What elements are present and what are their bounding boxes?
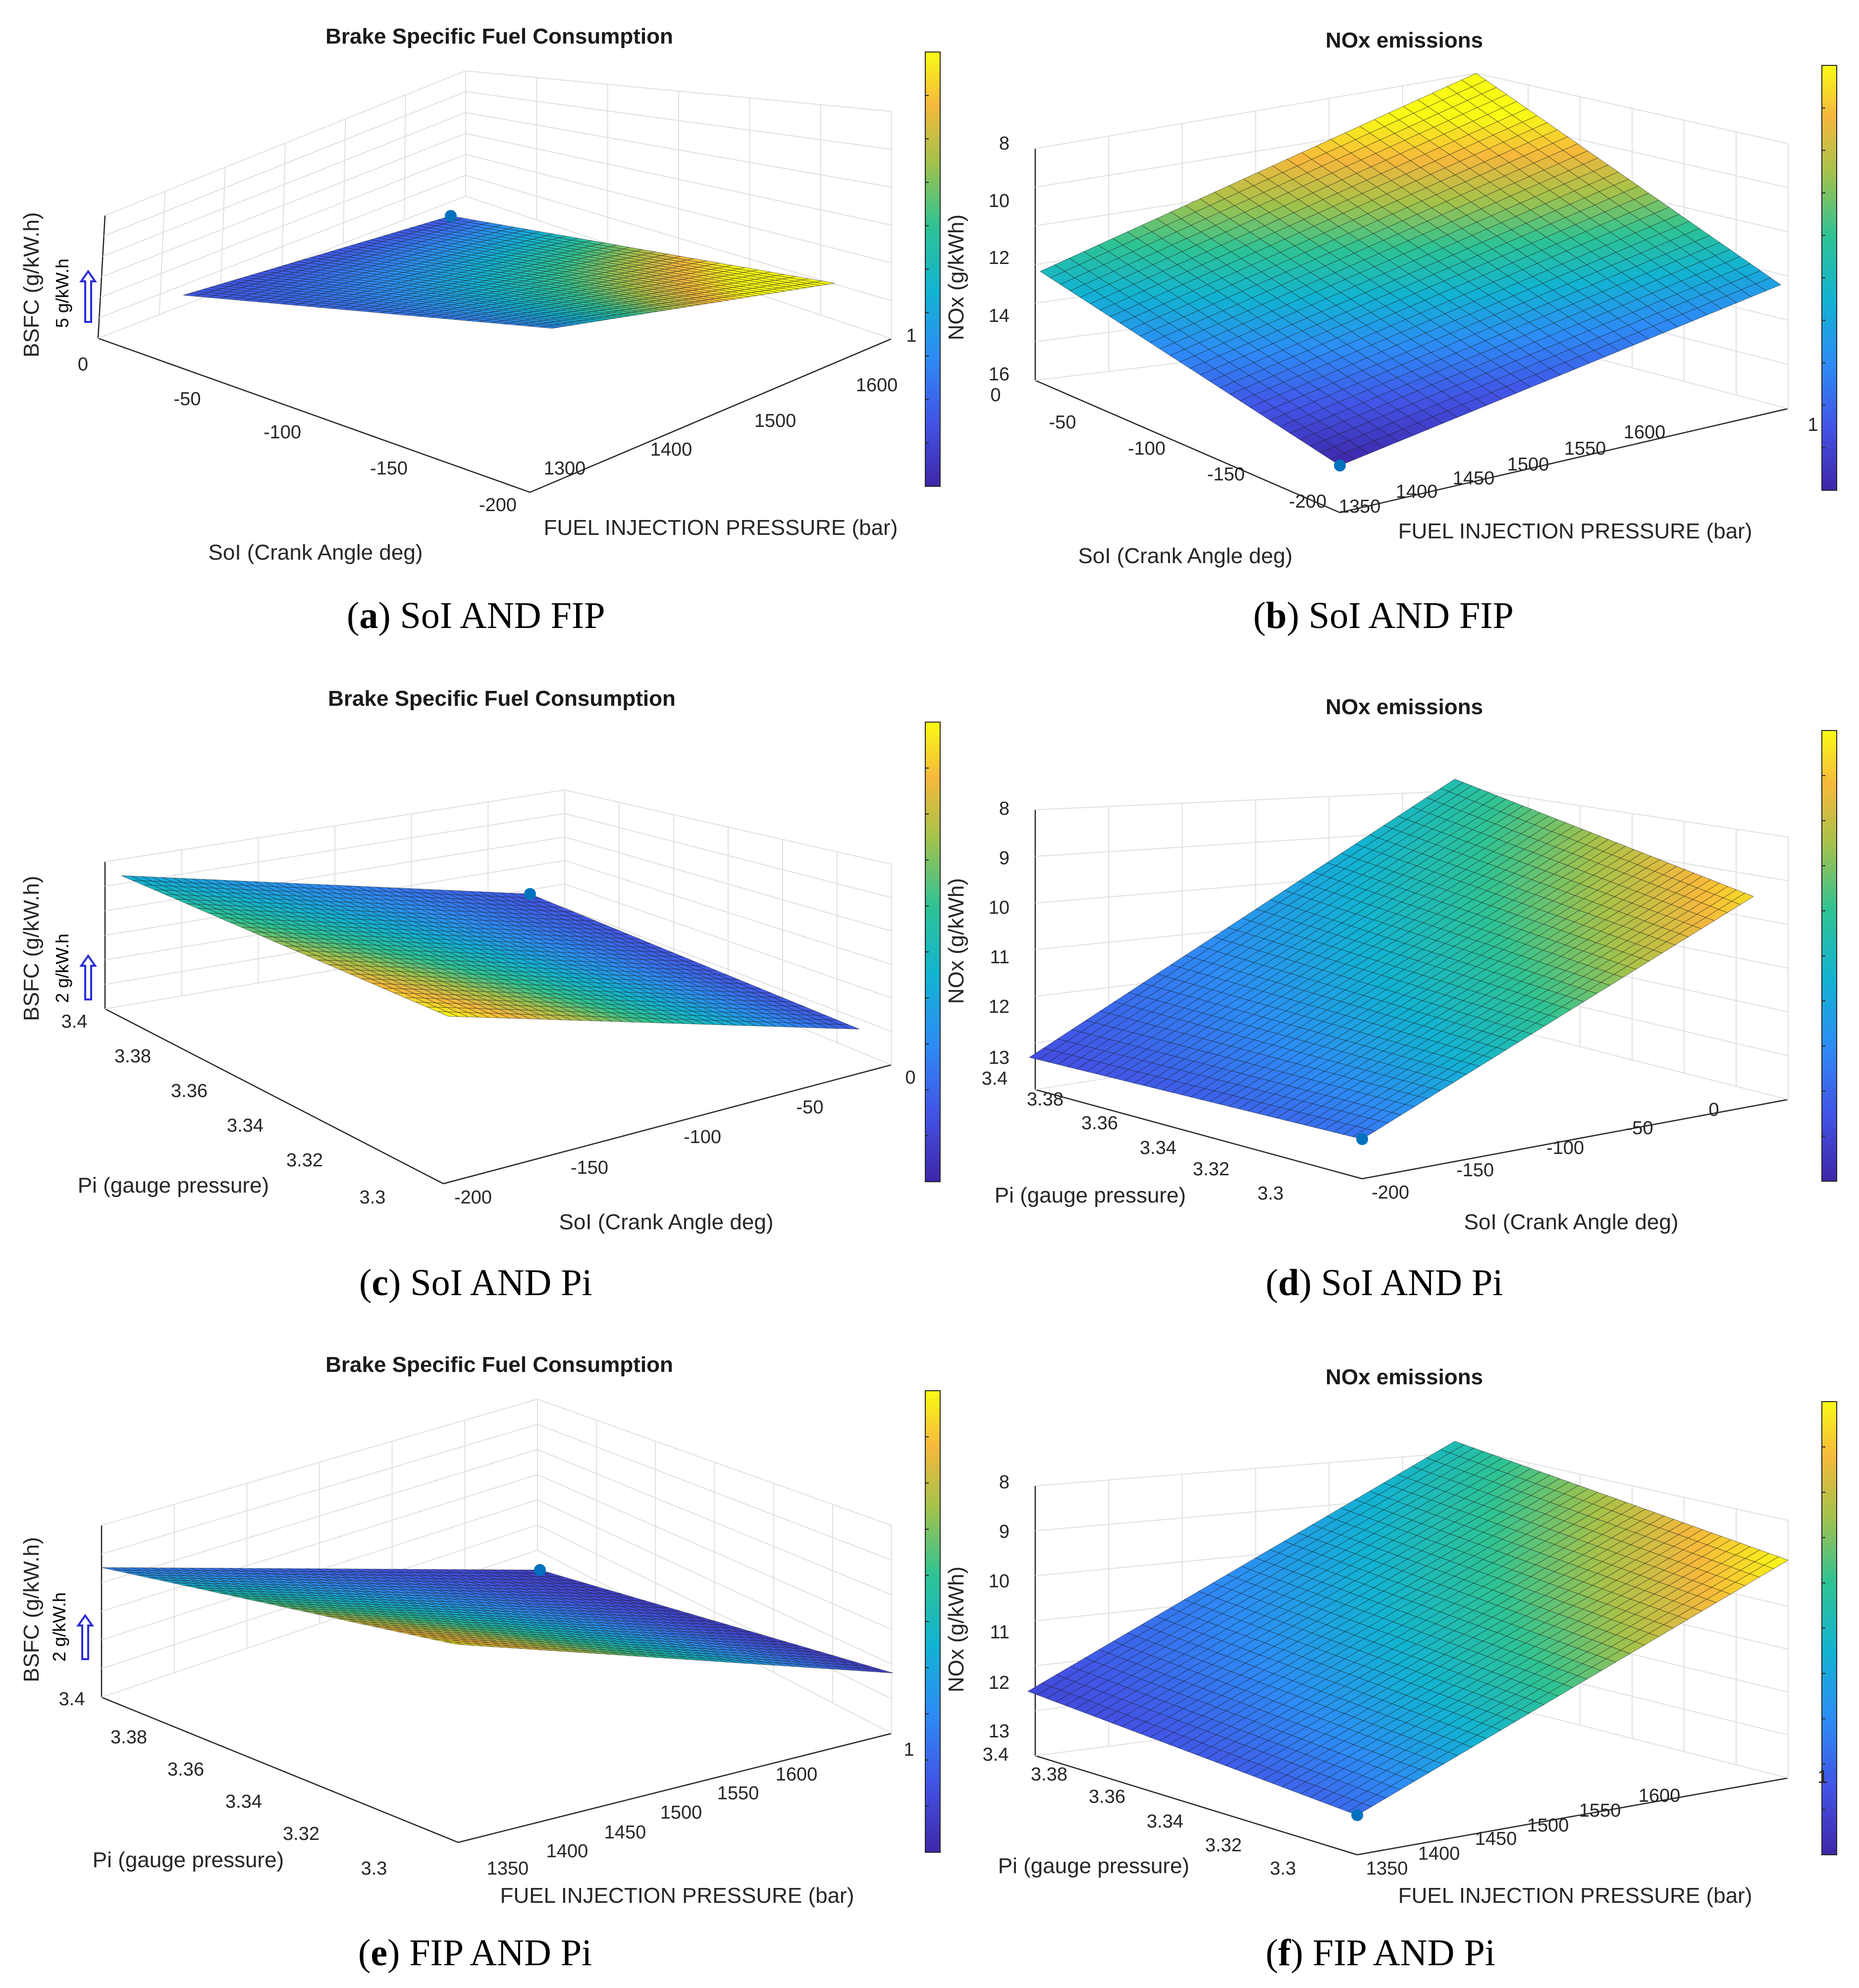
- x-tick-label: 3.36: [171, 1081, 208, 1101]
- x-axis-label: SoI (Crank Angle deg): [209, 540, 423, 565]
- y-tick-label: 1300: [544, 458, 586, 479]
- y-axis-label: FUEL INJECTION PRESSURE (bar): [1398, 519, 1753, 543]
- z-tick-label: 10: [989, 897, 1009, 918]
- x-tick-label: -50: [174, 389, 201, 410]
- z-tick-label: 12: [989, 248, 1009, 268]
- y-axis-line: [458, 1733, 892, 1842]
- z-tick-label: 0: [78, 354, 88, 375]
- chart-title: NOx emissions: [1326, 28, 1483, 52]
- x-tick-label: -150: [370, 458, 408, 479]
- x-tick-label: 3.4: [982, 1068, 1008, 1089]
- x-tick-label: 3.3: [360, 1187, 386, 1208]
- y-tick-label: 0: [1708, 1099, 1719, 1120]
- panel-d: NOx emissions Pi (gauge pressure) SoI (Cra…: [944, 695, 1837, 1234]
- z-tick-label: 8: [999, 798, 1009, 819]
- wall-horizontal-gridline: [104, 92, 892, 236]
- y-tick-label: 1550: [1564, 438, 1606, 459]
- y-tick-label: 1500: [754, 411, 797, 431]
- x-tick-label: -200: [1289, 491, 1327, 512]
- y-axis-label: SoI (Crank Angle deg): [559, 1210, 774, 1234]
- y-tick-label: -150: [1456, 1160, 1494, 1181]
- x-tick-label: 3.3: [1258, 1183, 1284, 1204]
- y-tick-label: -100: [684, 1127, 721, 1148]
- z-axis-label: NOx (g/kWh): [944, 878, 968, 1004]
- y-tick-label: -50: [797, 1097, 824, 1118]
- y-tick-label: 1450: [1453, 468, 1495, 489]
- z-tick-label: 9: [999, 848, 1009, 869]
- z-tick-label: 14: [989, 306, 1009, 326]
- y-tick-label: 1600: [856, 375, 898, 396]
- surface-b: [1040, 73, 1781, 466]
- optimum-marker: [1356, 1133, 1368, 1145]
- x-tick-label: 3.34: [227, 1115, 264, 1136]
- x-tick-label: -50: [1049, 412, 1076, 433]
- z-tick-label: 8: [999, 133, 1009, 154]
- y-tick-label: 1: [906, 325, 916, 346]
- y-tick-label: 1: [1807, 415, 1818, 435]
- x-tick-label: 3.38: [114, 1046, 151, 1067]
- scale-bar-label: 5 g/kW.h: [52, 259, 72, 328]
- y-axis-label: SoI (Crank Angle deg): [1464, 1210, 1679, 1234]
- x-axis-line: [98, 338, 530, 492]
- y-tick-label: -100: [1546, 1138, 1584, 1158]
- panel-c: Brake Specific Fuel Consumption Pi (gauge…: [19, 686, 940, 1234]
- y-tick-label: -50: [1626, 1118, 1653, 1139]
- chart-title: NOx emissions: [1326, 695, 1483, 719]
- x-axis-label: Pi (gauge pressure): [995, 1183, 1186, 1207]
- z-tick-label: 12: [989, 996, 1009, 1017]
- x-tick-label: 3.4: [61, 1011, 88, 1032]
- x-tick-label: 3.32: [1193, 1159, 1229, 1180]
- y-tick-label: 1600: [1624, 422, 1666, 443]
- y-tick-label: 1500: [1507, 454, 1549, 475]
- y-tick-label: -200: [1372, 1182, 1409, 1203]
- scale-bar-label: 2 g/kW.h: [52, 934, 72, 1003]
- x-tick-label: -200: [479, 495, 517, 516]
- scale-arrow-icon: [81, 271, 95, 322]
- x-tick-label: 3.38: [1027, 1089, 1063, 1110]
- y-tick-label: 1400: [1396, 481, 1438, 502]
- x-axis-label: SoI (Crank Angle deg): [1078, 544, 1293, 568]
- z-tick-label: 13: [989, 1047, 1009, 1068]
- z-tick-label: 10: [989, 191, 1009, 211]
- surface-c: [121, 876, 859, 1029]
- y-tick-label: 0: [905, 1067, 915, 1088]
- x-axis-label: Pi (gauge pressure): [78, 1173, 269, 1198]
- x-tick-label: 3.32: [286, 1150, 323, 1171]
- x-tick-label: -100: [264, 422, 301, 443]
- optimum-marker: [445, 210, 457, 222]
- y-tick-label: 1350: [1339, 496, 1381, 517]
- optimum-marker: [1334, 460, 1346, 471]
- z-axis-label: BSFC (g/kW.h): [19, 876, 44, 1021]
- y-tick-label: -200: [454, 1187, 492, 1208]
- x-tick-label: 3.36: [1081, 1113, 1118, 1134]
- y-tick-label: -150: [571, 1157, 608, 1178]
- z-axis-label: BSFC (g/kW.h): [19, 212, 44, 357]
- panel-a: Brake Specific Fuel Consumption SoI (Cran…: [19, 24, 940, 565]
- left-wall-gridline: [404, 95, 405, 220]
- chart-title: Brake Specific Fuel Consumption: [325, 24, 673, 49]
- y-tick-label: 1400: [650, 439, 692, 460]
- optimum-marker: [524, 888, 536, 900]
- x-tick-label: -100: [1128, 438, 1166, 459]
- x-axis-line: [105, 1009, 443, 1184]
- y-axis-label: FUEL INJECTION PRESSURE (bar): [544, 516, 898, 540]
- surface-d: [1029, 779, 1753, 1139]
- scale-arrow-icon: [81, 956, 95, 999]
- surface-a: [183, 216, 835, 328]
- panel-b: NOx emissions SoI (Crank Angle deg) FUEL I…: [944, 28, 1837, 568]
- x-axis-line: [102, 1697, 458, 1842]
- x-tick-label: 3.34: [1140, 1138, 1176, 1158]
- chart-title: Brake Specific Fuel Consumption: [328, 686, 676, 711]
- z-tick-label: 16: [989, 364, 1009, 385]
- x-tick-label: -150: [1207, 464, 1245, 485]
- y-axis-line: [443, 1065, 892, 1184]
- x-tick-label: 0: [990, 385, 1001, 406]
- z-tick-label: 11: [990, 947, 1009, 968]
- z-axis-label: NOx (g/kWh): [944, 214, 968, 340]
